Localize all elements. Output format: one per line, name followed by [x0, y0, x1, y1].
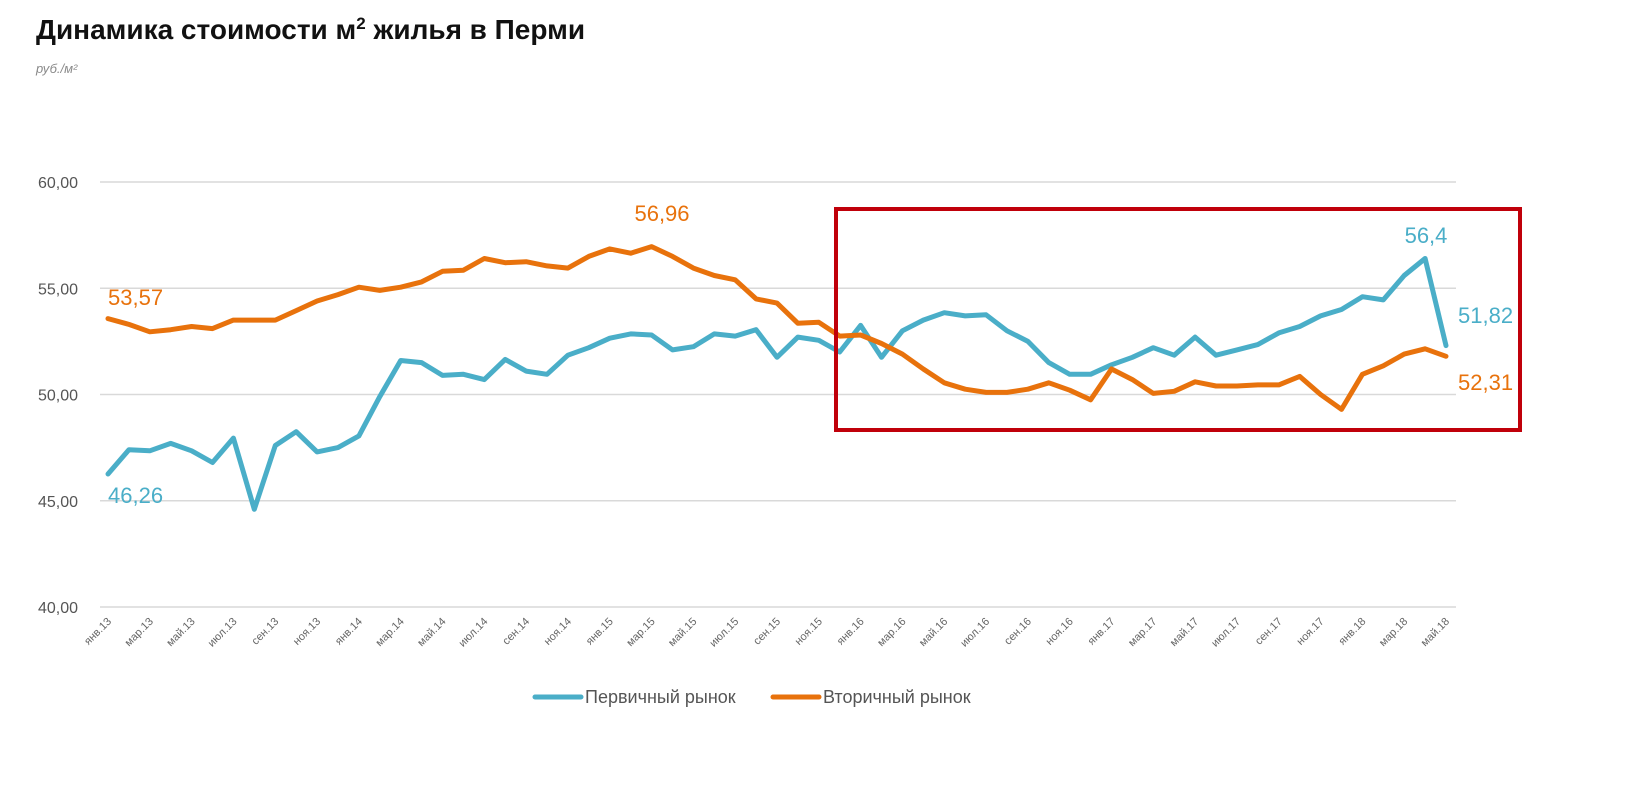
y-tick-label: 55,00 — [38, 281, 78, 298]
x-tick-label: май.16 — [917, 616, 950, 649]
chart-title-rest: жилья в Перми — [365, 14, 586, 45]
data-label: 46,26 — [108, 483, 163, 508]
data-label: 52,31 — [1458, 370, 1513, 395]
x-tick-label: июл.13 — [206, 616, 240, 650]
x-tick-label: июл.15 — [707, 616, 741, 650]
legend-label: Первичный рынок — [585, 687, 736, 707]
highlight-box — [834, 207, 1522, 432]
x-tick-label: май.14 — [415, 616, 448, 649]
x-tick-label: янв.13 — [82, 616, 114, 648]
x-tick-label: янв.16 — [835, 616, 867, 648]
chart-title: Динамика стоимости м2 жилья в Перми — [36, 14, 585, 46]
x-tick-label: май.18 — [1419, 616, 1452, 649]
x-tick-label: май.15 — [666, 616, 699, 649]
x-tick-label: мар.15 — [624, 616, 657, 649]
x-tick-label: ноя.17 — [1295, 616, 1327, 648]
x-tick-label: май.17 — [1168, 616, 1201, 649]
x-tick-label: сен.17 — [1253, 616, 1285, 648]
x-tick-label: янв.17 — [1086, 616, 1118, 648]
chart-title-sup: 2 — [356, 14, 366, 33]
x-tick-label: мар.13 — [123, 616, 156, 649]
x-tick-label: ноя.15 — [793, 616, 825, 648]
data-label: 56,4 — [1405, 223, 1448, 248]
x-tick-label: ноя.16 — [1044, 616, 1076, 648]
data-label: 53,57 — [108, 285, 163, 310]
data-label: 51,82 — [1458, 303, 1513, 328]
x-tick-label: июл.16 — [958, 616, 992, 650]
y-tick-label: 60,00 — [38, 175, 78, 192]
x-tick-label: ноя.14 — [542, 616, 574, 648]
legend-label: Вторичный рынок — [823, 687, 971, 707]
series-line-secondary — [105, 244, 1449, 412]
x-tick-label: янв.14 — [333, 616, 365, 648]
y-tick-label: 45,00 — [38, 494, 78, 511]
x-tick-label: сен.15 — [751, 616, 783, 648]
y-tick-label: 40,00 — [38, 600, 78, 617]
x-tick-label: июл.17 — [1209, 616, 1243, 650]
y-tick-label: 50,00 — [38, 388, 78, 405]
x-tick-label: мар.16 — [875, 616, 908, 649]
chart-title-text: Динамика стоимости м — [36, 14, 357, 45]
x-tick-label: мар.18 — [1377, 616, 1410, 649]
unit-label: руб./м² — [36, 61, 78, 76]
x-tick-label: янв.18 — [1337, 616, 1369, 648]
data-label: 56,96 — [634, 201, 689, 226]
x-tick-label: сен.14 — [500, 616, 532, 648]
x-tick-label: июл.14 — [457, 616, 491, 650]
x-tick-label: янв.15 — [584, 616, 616, 648]
x-tick-label: сен.13 — [250, 616, 282, 648]
x-tick-label: май.13 — [164, 616, 197, 649]
x-tick-label: мар.14 — [374, 616, 407, 649]
series-line-primary — [105, 256, 1449, 512]
x-tick-label: сен.16 — [1002, 616, 1034, 648]
x-tick-label: ноя.13 — [291, 616, 323, 648]
x-tick-label: мар.17 — [1126, 616, 1159, 649]
